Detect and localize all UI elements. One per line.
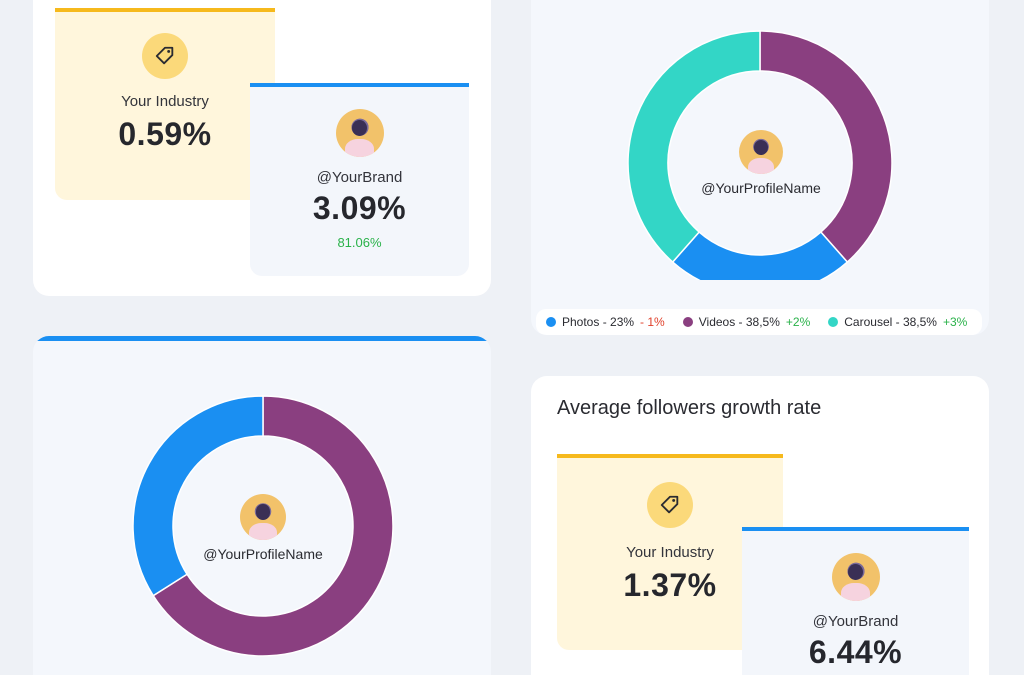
audience-center-label: @YourProfileName (203, 546, 323, 562)
content-format-card: @YourProfileName Photos - 23% - 1% Video… (531, 0, 989, 335)
legend-item-videos: Videos - 38,5% +2% (682, 315, 811, 329)
profile-avatar-icon (240, 494, 286, 540)
industry-label: Your Industry (121, 93, 209, 110)
legend-dot (828, 317, 839, 327)
brand-label: @YourBrand (316, 169, 403, 186)
legend-label: Videos - 38,5% (698, 315, 780, 329)
engagement-rate-card: Your Industry 0.59% @YourBrand 3.09% 81.… (33, 0, 491, 296)
profile-avatar-icon (831, 553, 880, 601)
profile-avatar-icon (335, 109, 384, 157)
audience-donut-chart (132, 395, 394, 657)
donut-slice-0 (152, 395, 394, 657)
brand-delta: 81.06% (337, 235, 382, 250)
legend-delta: +3% (942, 315, 968, 329)
legend-item-carousel: Carousel - 38,5% +3% (828, 315, 967, 329)
audience-split-card: @YourProfileName (33, 336, 491, 675)
legend-dot (682, 317, 693, 327)
legend-label: Photos - 23% (562, 315, 635, 329)
card-accent-strip (33, 336, 491, 341)
format-donut-center: @YourProfileName (661, 130, 861, 196)
legend-dot (546, 317, 556, 327)
brand-value: 3.09% (312, 190, 407, 226)
legend-delta: - 1% (640, 315, 665, 329)
industry-label: Your Industry (626, 544, 714, 561)
format-legend: Photos - 23% - 1% Videos - 38,5% +2% Car… (536, 309, 982, 335)
followers-growth-card: Average followers growth rate Your Indus… (531, 376, 989, 675)
brand-label: @YourBrand (812, 613, 899, 630)
brand-metric-panel: @YourBrand 6.44% (742, 527, 969, 675)
card-title: Average followers growth rate (557, 397, 822, 419)
donut-slice-carousel (627, 30, 761, 264)
donut-slice-1 (132, 395, 264, 597)
industry-benchmark-panel: Your Industry 0.59% (55, 8, 275, 200)
tag-icon (142, 33, 188, 79)
donut-slice-photos (671, 230, 849, 280)
brand-metric-panel: @YourBrand 3.09% 81.06% (250, 83, 469, 276)
tag-icon (647, 482, 693, 528)
legend-label: Carousel - 38,5% (844, 315, 937, 329)
donut-slice-videos (759, 30, 893, 264)
format-center-label: @YourProfileName (701, 180, 821, 196)
legend-delta: +2% (785, 315, 811, 329)
industry-value: 0.59% (118, 116, 212, 152)
brand-value: 6.44% (808, 634, 903, 670)
audience-donut-center: @YourProfileName (163, 494, 363, 562)
profile-avatar-icon (739, 130, 783, 174)
legend-item-photos: Photos - 23% - 1% (546, 315, 665, 329)
format-donut-chart (627, 30, 893, 280)
industry-value: 1.37% (623, 567, 717, 603)
